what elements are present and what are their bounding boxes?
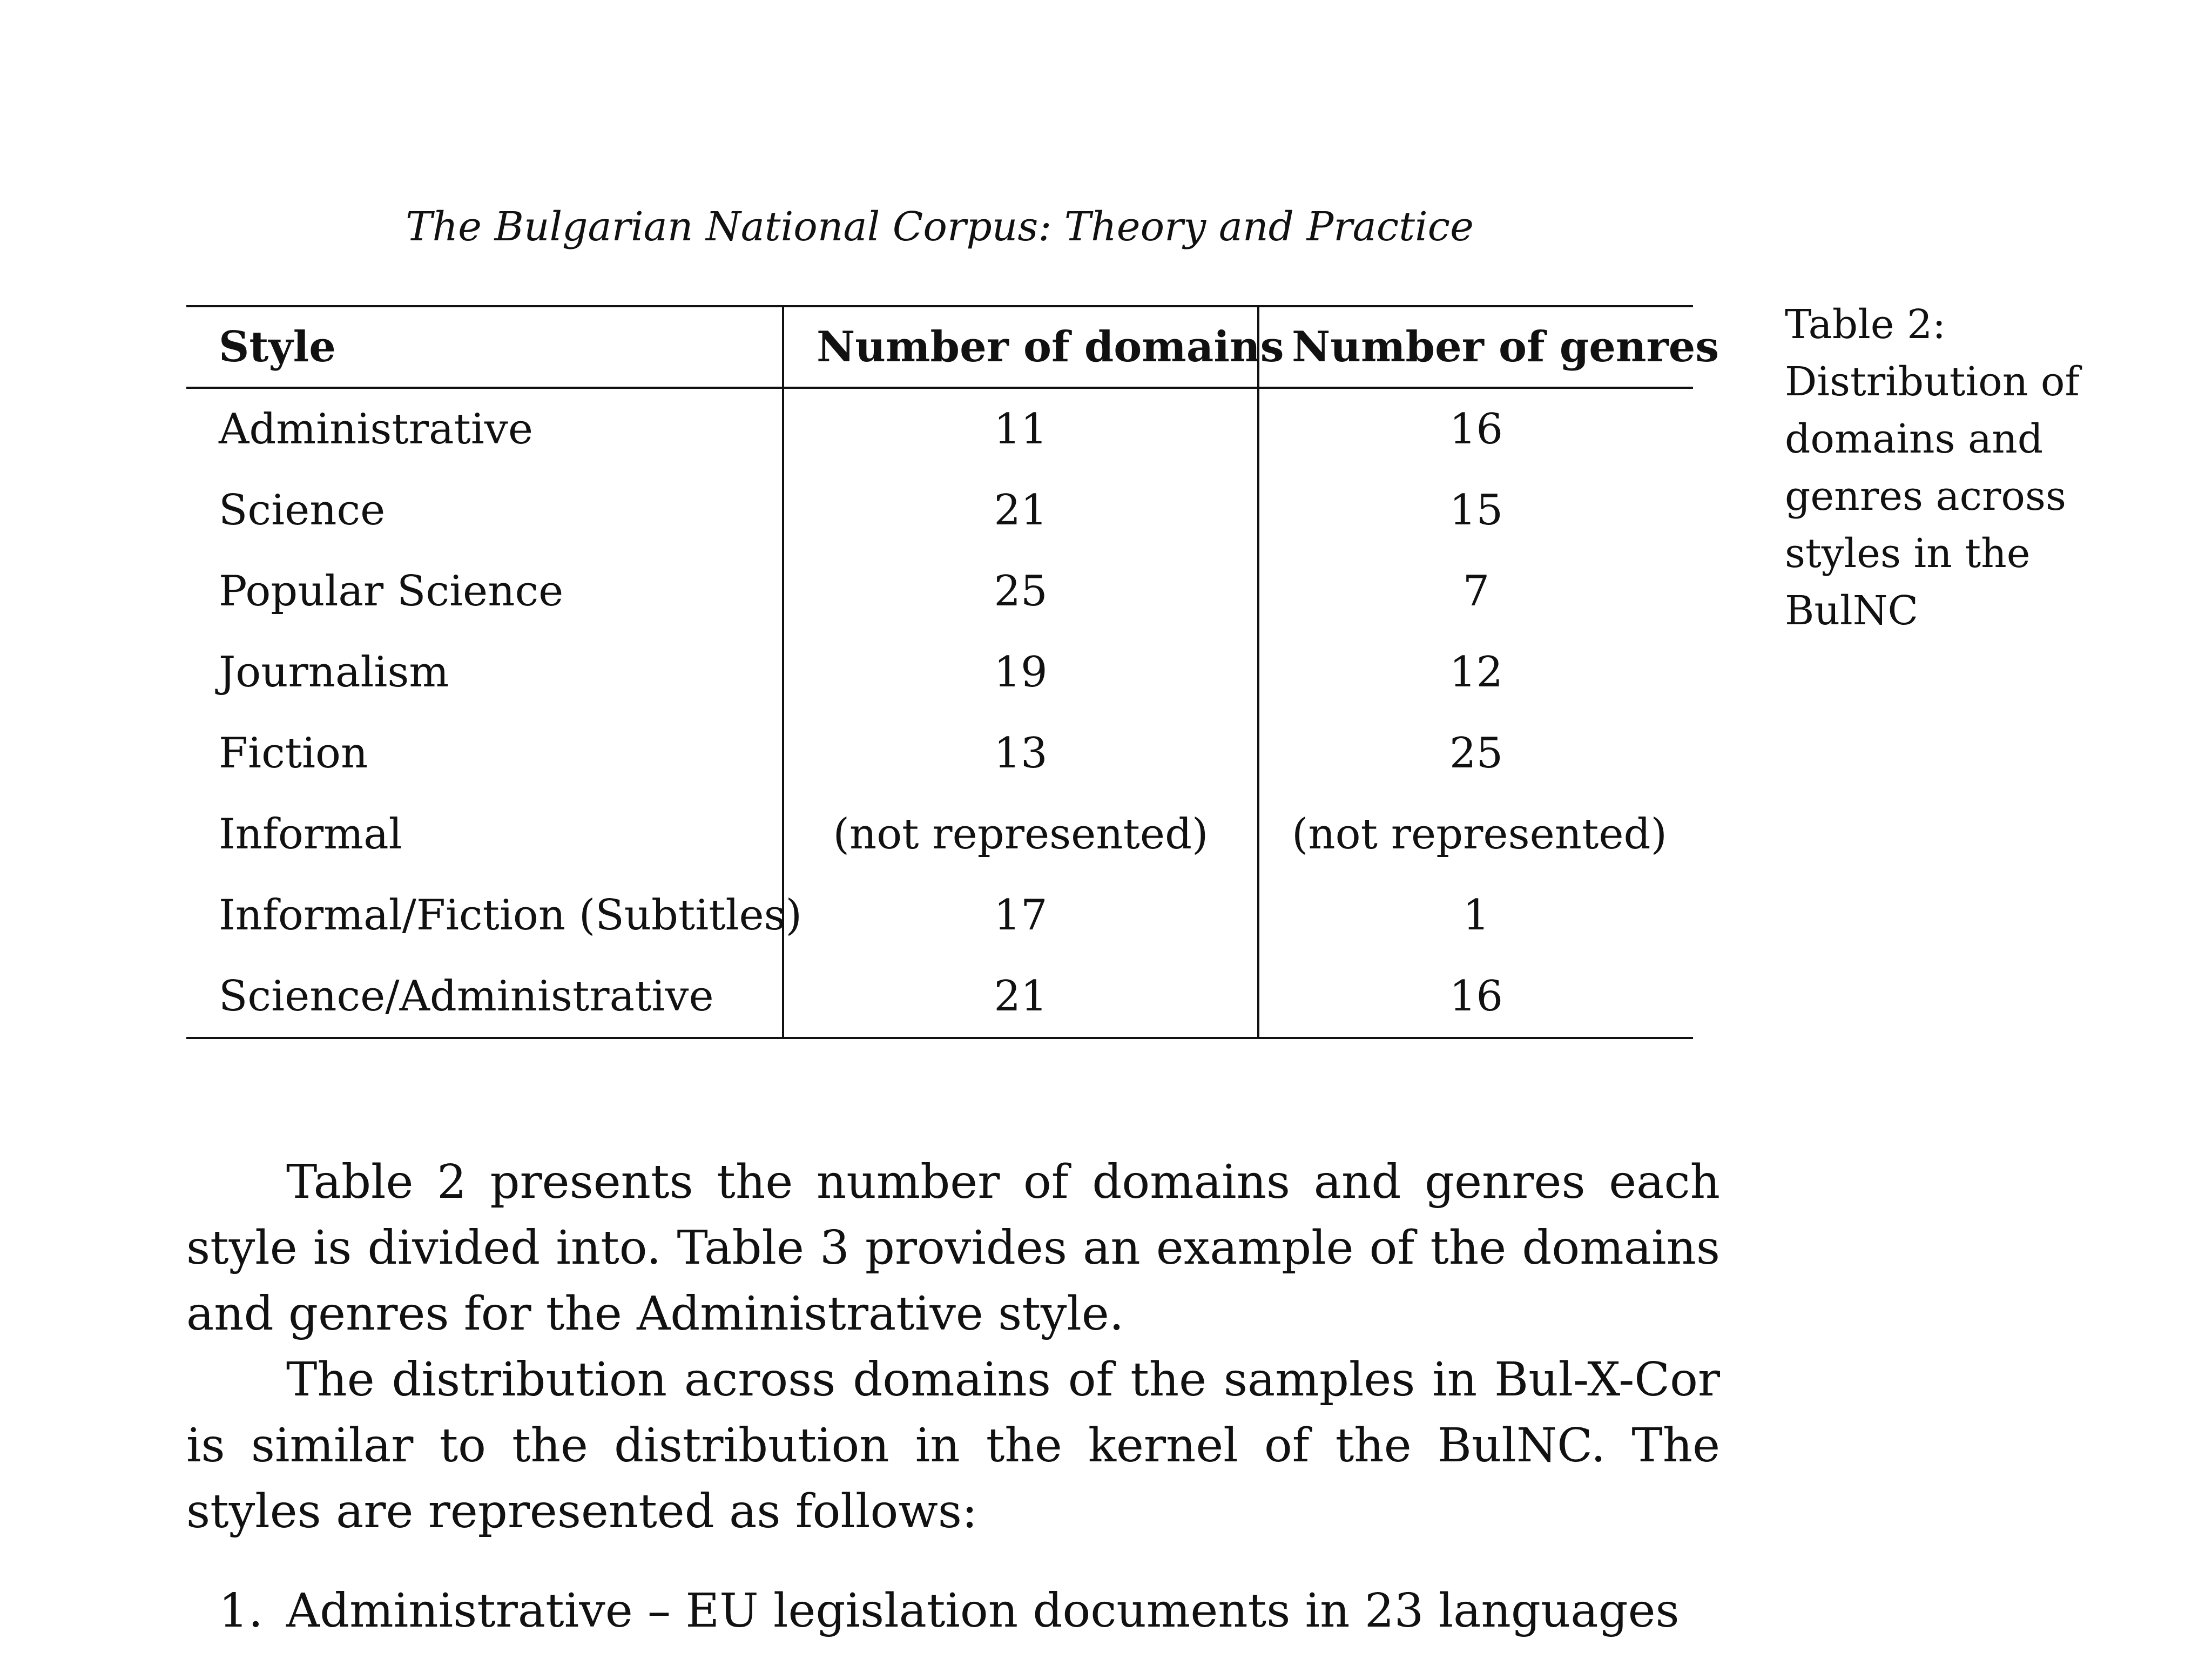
table-row: Informal (not represented) (not represen… [186,794,1693,875]
genres-cell: (not represented) [1257,794,1693,875]
list-item-text: Administrative – EU legislation document… [286,1584,1680,1638]
genres-cell: 12 [1257,632,1693,713]
table-row: Informal/Fiction (Subtitles) 17 1 [186,875,1693,956]
domains-cell: 21 [782,956,1258,1038]
genres-cell: 16 [1257,388,1693,470]
table-row: Fiction 13 25 [186,713,1693,794]
style-cell: Science/Administrative [219,972,714,1021]
style-cell: Popular Science [219,567,564,616]
genres-cell: 15 [1257,470,1693,551]
table-row: Journalism 19 12 [186,632,1693,713]
domains-cell: 25 [782,551,1258,632]
genres-cell: 1 [1257,875,1693,956]
style-cell: Informal [219,810,402,859]
genres-cell: 16 [1257,956,1693,1038]
style-cell: Informal/Fiction (Subtitles) [219,891,802,940]
paragraph: The distribution across domains of the s… [186,1353,1720,1539]
column-header-style: Style [186,306,783,389]
domains-cell: 11 [782,388,1258,470]
domains-cell: 21 [782,470,1258,551]
caption-text: Distribution of domains and genres acros… [1785,359,2080,634]
domains-cell: 19 [782,632,1258,713]
list-item: 1. Administrative – EU legislation docum… [186,1578,1720,1644]
domains-cell: (not represented) [782,794,1258,875]
body-text: Table 2 presents the number of domains a… [186,1149,1720,1644]
table-row: Popular Science 25 7 [186,551,1693,632]
table-row: Science/Administrative 21 16 [186,956,1693,1038]
caption-label: Table 2: [1785,301,1946,348]
column-header-genres: Number of genres [1257,306,1719,389]
domains-cell: 13 [782,713,1258,794]
table-row: Administrative 11 16 [186,388,1693,470]
styles-table: Style Number of domains Number of genres… [186,305,1719,1039]
list-item-number: 1. [219,1584,264,1638]
style-cell: Journalism [219,648,449,697]
genres-cell: 25 [1257,713,1693,794]
paragraph: Table 2 presents the number of domains a… [186,1155,1720,1341]
running-header: The Bulgarian National Corpus: Theory an… [406,204,1474,250]
style-cell: Fiction [219,729,368,778]
table-row: Science 21 15 [186,470,1693,551]
domains-cell: 17 [782,875,1258,956]
table-header-row: Style Number of domains Number of genres [186,306,1719,389]
style-cell: Science [219,486,386,535]
genres-cell: 7 [1257,551,1693,632]
table-caption: Table 2: Distribution of domains and gen… [1785,296,2163,639]
style-cell: Administrative [219,405,534,454]
styles-list: 1. Administrative – EU legislation docum… [186,1578,1720,1644]
column-header-domains: Number of domains [782,306,1284,389]
